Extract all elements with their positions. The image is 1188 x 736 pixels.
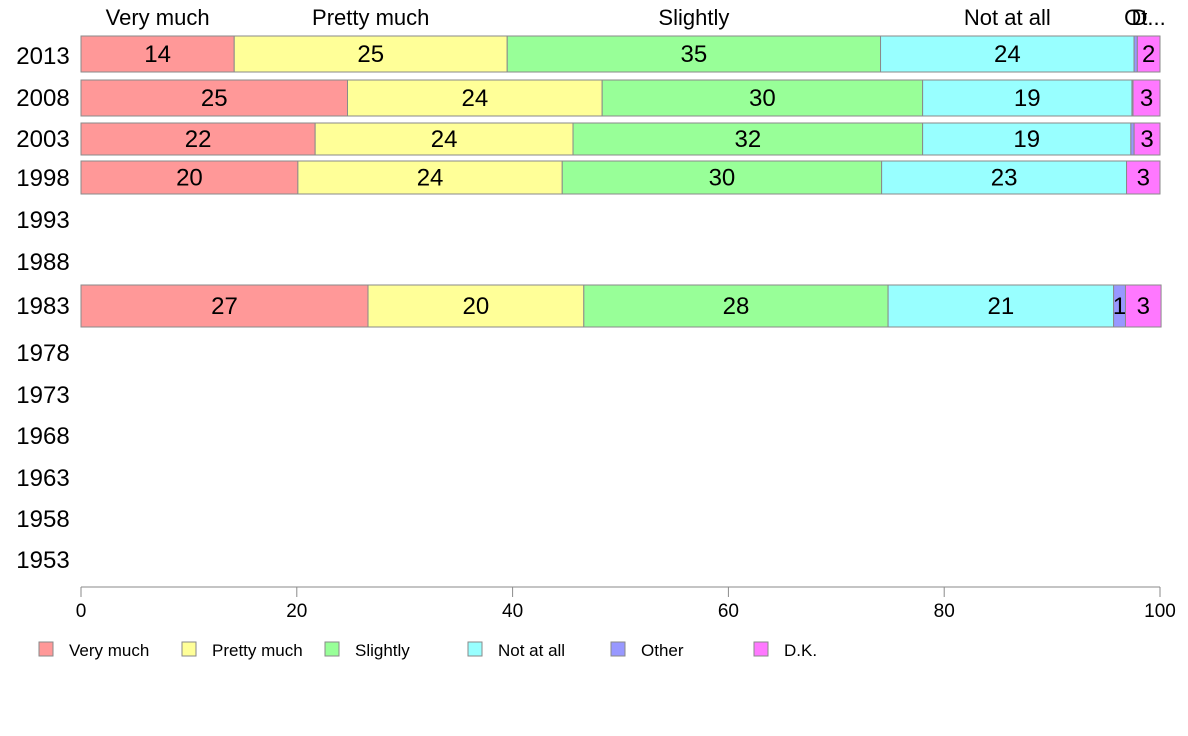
x-tick-label-40: 40: [502, 601, 523, 622]
data-label-1983-d-k: 3: [1137, 293, 1150, 320]
data-label-2003-not-at-all: 19: [1013, 126, 1040, 153]
legend-label-pretty-much: Pretty much: [212, 641, 303, 660]
top-label-other: Ot: [1124, 5, 1147, 30]
x-tick-label-60: 60: [718, 601, 739, 622]
legend-label-other: Other: [641, 641, 684, 660]
bar-1983-very-much: [80, 284, 369, 328]
top-label-not-at-all: Not at all: [964, 5, 1051, 30]
bar-1998-not-at-all: [881, 160, 1128, 195]
bar-area: 14 25 35 24 2 25 24 30 19 3 22 24 32 19 3 20 24 30 23 3 27 20…: [80, 35, 1162, 328]
year-label-2013: 2013: [16, 43, 69, 70]
legend-label-d-k: D.K.: [784, 641, 817, 660]
legend-swatch-very-much: [38, 641, 54, 657]
bar-2003-very-much: [80, 122, 316, 156]
x-axis: 0 20 40 60 80 100: [76, 586, 1176, 622]
x-tick-label-100: 100: [1144, 601, 1176, 622]
legend-swatch-not-at-all: [467, 641, 483, 657]
data-label-2003-pretty-much: 24: [431, 126, 458, 153]
bar-1983-not-at-all: [887, 284, 1115, 328]
year-label-1973: 1973: [16, 382, 69, 409]
year-label-1953: 1953: [16, 547, 69, 574]
data-label-2003-slightly: 32: [734, 126, 761, 153]
bar-1983-d-k: [1124, 284, 1162, 328]
data-label-1983-slightly: 28: [723, 293, 750, 320]
bar-1998-very-much: [80, 160, 299, 195]
data-label-2013-very-much: 14: [144, 41, 171, 68]
data-label-1998-pretty-much: 24: [417, 165, 444, 192]
data-label-1998-d-k: 3: [1137, 165, 1150, 192]
top-category-labels: Very much Pretty much Slightly Not at all Ot…: [106, 5, 1166, 30]
legend-label-not-at-all: Not at all: [498, 641, 565, 660]
year-label-1978: 1978: [16, 340, 69, 367]
bar-2003-slightly: [572, 122, 924, 156]
x-tick-label-80: 80: [934, 601, 955, 622]
year-label-1963: 1963: [16, 465, 69, 492]
year-axis-labels: 2013 2008 2003 1998 1993 1988 1983 1978 1973 1968…: [16, 43, 69, 574]
bar-2008-very-much: [80, 79, 349, 117]
data-label-2013-slightly: 35: [681, 41, 708, 68]
bar-2013-slightly: [506, 35, 882, 73]
data-label-1983-pretty-much: 20: [463, 293, 490, 320]
bar-2003-not-at-all: [922, 122, 1132, 156]
data-label-1998-slightly: 30: [709, 165, 736, 192]
data-label-2008-slightly: 30: [749, 85, 776, 112]
bar-2013-d-k: [1136, 35, 1161, 73]
year-label-1988: 1988: [16, 249, 69, 276]
bar-2013-not-at-all: [880, 35, 1135, 73]
top-label-slightly: Slightly: [658, 5, 729, 30]
top-label-d-k: D...: [1132, 5, 1166, 30]
data-label-2003-d-k: 3: [1140, 126, 1153, 153]
bar-2013-pretty-much: [233, 35, 508, 73]
legend-swatch-slightly: [324, 641, 340, 657]
bar-1983-pretty-much: [367, 284, 585, 328]
data-label-1983-very-much: 27: [211, 293, 238, 320]
data-label-2008-pretty-much: 24: [461, 85, 488, 112]
bar-1998-slightly: [561, 160, 883, 195]
data-label-2003-very-much: 22: [185, 126, 212, 153]
year-label-1993: 1993: [16, 207, 69, 234]
data-label-2008-not-at-all: 19: [1014, 85, 1041, 112]
year-label-1958: 1958: [16, 506, 69, 533]
legend-label-very-much: Very much: [69, 641, 149, 660]
bar-2008-not-at-all: [922, 79, 1133, 117]
year-label-1998: 1998: [16, 165, 69, 192]
legend-swatch-d-k: [753, 641, 769, 657]
data-label-1983-not-at-all: 21: [987, 293, 1014, 320]
data-label-2013-not-at-all: 24: [994, 41, 1021, 68]
top-label-pretty-much: Pretty much: [312, 5, 429, 30]
bar-2008-pretty-much: [347, 79, 603, 117]
bar-1998-d-k: [1126, 160, 1161, 195]
bar-1998-pretty-much: [297, 160, 563, 195]
top-label-very-much: Very much: [106, 5, 210, 30]
year-label-2003: 2003: [16, 126, 69, 153]
x-tick-label-20: 20: [286, 601, 307, 622]
data-label-2008-d-k: 3: [1140, 85, 1153, 112]
legend-label-slightly: Slightly: [355, 641, 410, 660]
legend-swatch-pretty-much: [181, 641, 197, 657]
bar-2003-d-k: [1133, 122, 1161, 156]
data-label-2008-very-much: 25: [201, 85, 228, 112]
legend: Very much Pretty much Slightly Not at all Ot…: [38, 641, 817, 660]
data-label-2013-d-k: 2: [1142, 41, 1155, 68]
bar-2008-d-k: [1132, 79, 1161, 117]
data-label-1998-not-at-all: 23: [991, 165, 1018, 192]
bar-2008-slightly: [601, 79, 924, 117]
bar-1983-slightly: [583, 284, 889, 328]
legend-swatch-other: [610, 641, 626, 657]
year-label-2008: 2008: [16, 85, 69, 112]
data-label-1983-other: 1: [1113, 293, 1126, 320]
year-label-1983: 1983: [16, 293, 69, 320]
data-label-1998-very-much: 20: [176, 165, 203, 192]
year-label-1968: 1968: [16, 423, 69, 450]
bar-2013-very-much: [80, 35, 235, 73]
data-label-2013-pretty-much: 25: [357, 41, 384, 68]
bar-2003-pretty-much: [314, 122, 574, 156]
x-tick-label-0: 0: [76, 601, 87, 622]
